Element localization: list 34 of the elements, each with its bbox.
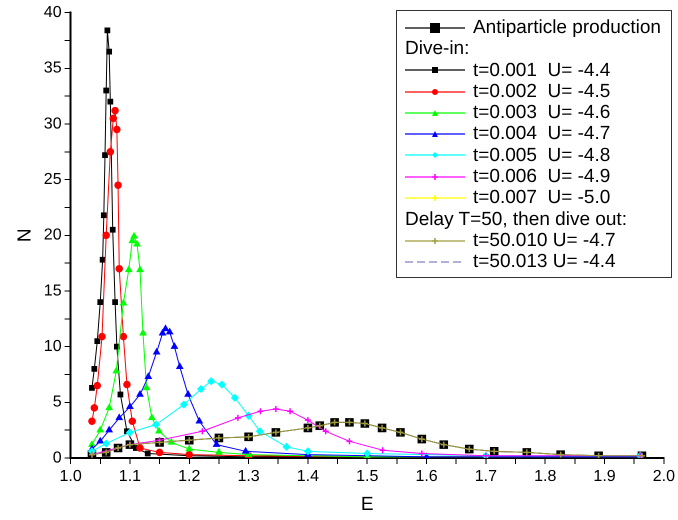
annotation: Delay T=50, then dive out: (405, 208, 628, 230)
y-tick-label: 15 (44, 282, 62, 300)
x-tick-label: 1.7 (474, 468, 498, 486)
x-tick-label: 1.9 (593, 468, 616, 486)
legend-label: t=50.013 U= -4.4 (473, 251, 616, 273)
y-tick-label: 35 (44, 60, 62, 77)
y-tick-label: 0 (52, 449, 62, 466)
y-tick-label: 5 (52, 394, 62, 411)
legend-label: t=0.005 U= -4.8 (473, 144, 610, 166)
y-tick-label: 20 (44, 226, 62, 244)
x-tick-label: 2.0 (652, 468, 676, 486)
x-tick-label: 1.0 (59, 468, 82, 486)
legend-label: t=0.001 U= -4.4 (473, 60, 610, 81)
x-tick-label: 1.6 (415, 468, 438, 486)
x-axis-title: E (360, 494, 374, 515)
y-tick-label: 40 (44, 4, 62, 22)
y-axis-title: N (14, 228, 36, 242)
x-tick-label: 1.3 (237, 468, 260, 486)
x-tick-label: 1.4 (296, 468, 320, 486)
legend-label: t=0.002 U= -4.5 (473, 80, 610, 102)
legend-label: t=0.003 U= -4.6 (473, 102, 610, 124)
y-tick-label: 10 (44, 338, 62, 356)
y-tick-label: 25 (44, 171, 62, 188)
annotation: Dive-in: (405, 38, 470, 60)
x-tick-label: 1.2 (178, 468, 200, 486)
legend-label: t=50.010 U= -4.7 (473, 230, 616, 252)
legend-label: t=0.004 U= -4.7 (473, 123, 610, 145)
legend-label: t=0.006 U= -4.9 (473, 166, 610, 188)
x-tick-label: 1.8 (534, 468, 556, 486)
legend-label: t=0.007 U= -5.0 (473, 187, 610, 209)
x-tick-label: 1.5 (356, 468, 378, 486)
legend-label: Antiparticle production (473, 17, 661, 38)
x-tick-label: 1.1 (118, 468, 142, 486)
y-tick-label: 30 (44, 115, 62, 132)
